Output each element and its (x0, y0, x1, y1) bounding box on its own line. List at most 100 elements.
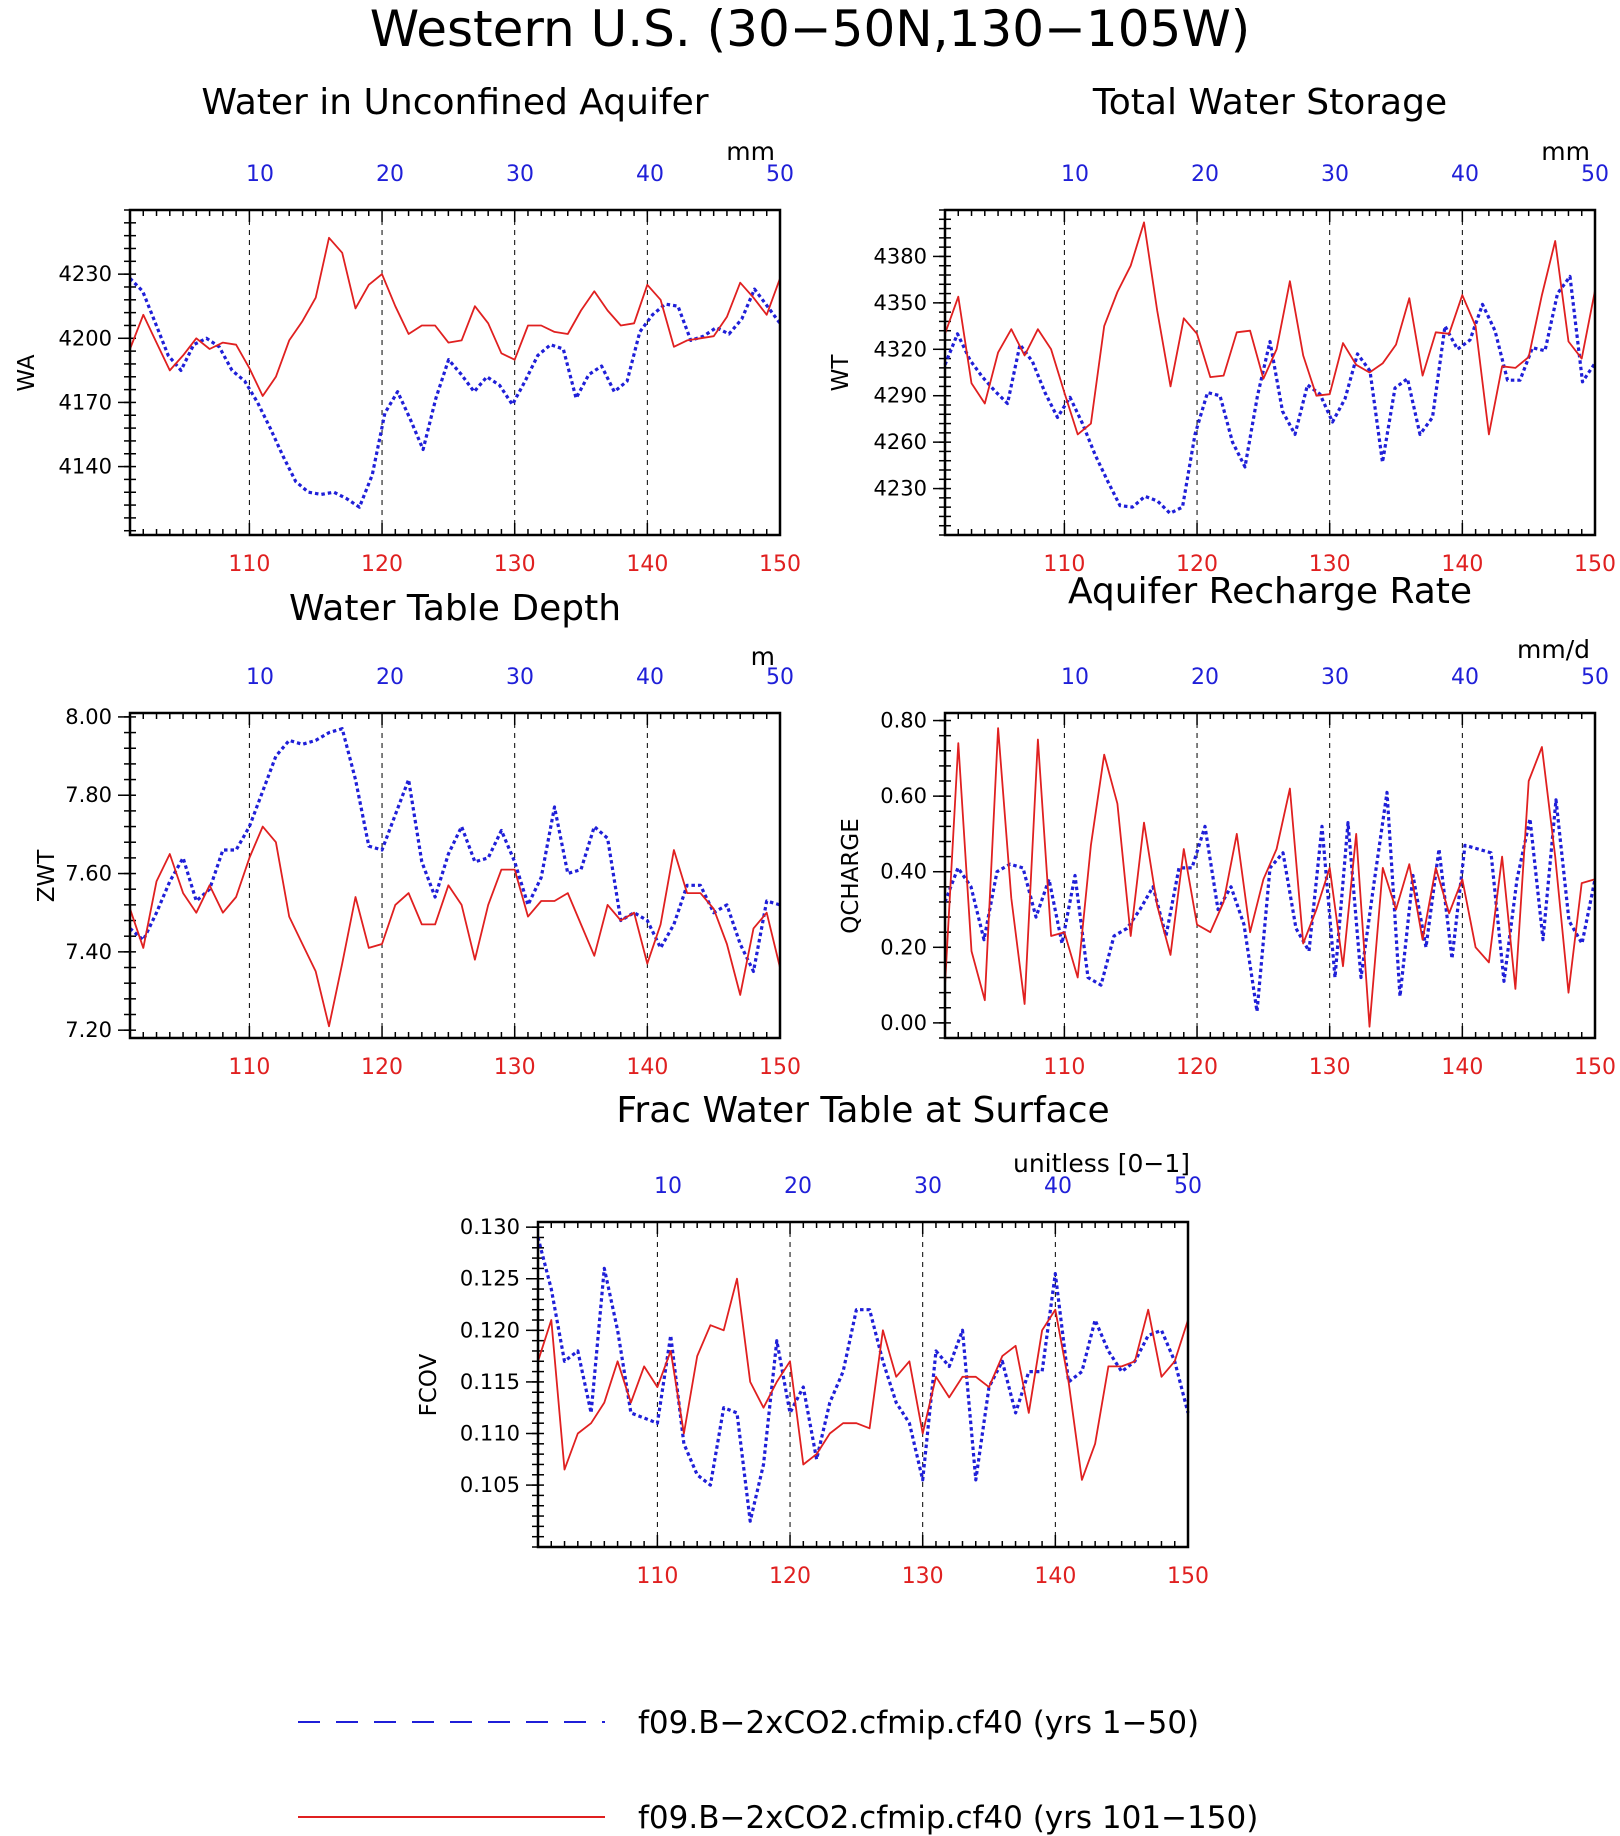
plot-frame (943, 711, 1597, 1040)
x-tick-label: 110 (1043, 552, 1085, 577)
x-tick-label: 110 (228, 552, 270, 577)
y-tick-label: 7.60 (65, 862, 112, 886)
x-tick-label: 110 (228, 1055, 270, 1080)
series-line-yrs-101-150 (944, 727, 1596, 1028)
y-tick-label: 0.80 (880, 709, 927, 733)
y-tick-label: 0.20 (880, 935, 927, 959)
y-tick-label: 7.20 (65, 1018, 112, 1042)
x-top-tick-label: 30 (914, 1174, 942, 1199)
x-tick-label: 130 (494, 1055, 536, 1080)
x-top-tick-label: 10 (654, 1174, 682, 1199)
x-tick-label: 120 (769, 1564, 811, 1589)
y-axis-label: WA (14, 354, 40, 391)
x-tick-label: 120 (361, 552, 403, 577)
plot-frame (128, 208, 782, 537)
x-top-tick-label: 50 (1581, 162, 1609, 187)
panel-title: Total Water Storage (1092, 82, 1447, 123)
x-top-tick-label: 50 (1174, 1174, 1202, 1199)
panel-title: Aquifer Recharge Rate (1068, 571, 1472, 612)
legend-label-yrs-1-50: f09.B−2xCO2.cfmip.cf40 (yrs 1−50) (638, 1705, 1199, 1741)
y-tick-label: 4140 (59, 455, 112, 479)
panel-title: Frac Water Table at Surface (616, 1090, 1109, 1131)
x-tick-label: 140 (626, 1055, 668, 1080)
y-tick-label: 7.40 (65, 940, 112, 964)
x-top-tick-label: 30 (1321, 162, 1349, 187)
x-top-tick-label: 20 (376, 162, 404, 187)
x-tick-label: 150 (759, 552, 801, 577)
y-tick-label: 4320 (874, 337, 927, 361)
unit-label: m (751, 642, 775, 671)
x-top-tick-label: 30 (1321, 665, 1349, 690)
x-tick-label: 140 (1441, 552, 1483, 577)
panel-title: Water Table Depth (289, 588, 621, 629)
x-top-tick-label: 50 (766, 162, 794, 187)
chart-panel-zwt: Water Table Depth m ZWT 110 120 130 140 150 10 20… (34, 588, 801, 1080)
y-axis-label: QCHARGE (838, 818, 864, 934)
legend: f09.B−2xCO2.cfmip.cf40 (yrs 1−50) f09.B−… (298, 1705, 1258, 1836)
x-top-tick-label: 20 (1191, 665, 1219, 690)
y-tick-label: 0.00 (880, 1011, 927, 1035)
y-tick-label: 4230 (874, 477, 927, 501)
chart-panel-wa: Water in Unconfined Aquifer mm WA 110 120 130… (14, 82, 801, 577)
series-line-yrs-1-50 (943, 790, 1597, 1014)
x-tick-label: 150 (1167, 1564, 1209, 1589)
x-top-tick-label: 40 (636, 162, 664, 187)
plot-frame (128, 711, 782, 1040)
x-top-tick-label: 40 (1044, 1174, 1072, 1199)
y-axis-label: ZWT (34, 849, 60, 902)
x-tick-label: 130 (902, 1564, 944, 1589)
y-tick-label: 0.110 (460, 1422, 520, 1446)
x-top-tick-label: 40 (1451, 162, 1479, 187)
y-tick-label: 4290 (874, 384, 927, 408)
series-line-yrs-1-50 (536, 1237, 1190, 1523)
x-top-tick-label: 40 (1451, 665, 1479, 690)
x-top-tick-label: 20 (784, 1174, 812, 1199)
y-tick-label: 4260 (874, 430, 927, 454)
panels: Water in Unconfined Aquifer mm WA 110 120 130… (14, 82, 1616, 1589)
x-top-tick-label: 40 (636, 665, 664, 690)
series-line-yrs-1-50 (128, 727, 781, 974)
unit-label: mm (726, 137, 775, 166)
x-tick-label: 110 (1043, 1055, 1085, 1080)
unit-label: mm/d (1517, 635, 1590, 664)
unit-label: mm (1541, 137, 1590, 166)
y-tick-label: 0.60 (880, 784, 927, 808)
x-tick-label: 140 (626, 552, 668, 577)
y-tick-label: 0.115 (460, 1370, 520, 1394)
x-top-tick-label: 10 (1061, 665, 1089, 690)
series-line-yrs-101-150 (129, 825, 781, 1028)
x-top-tick-label: 30 (506, 162, 534, 187)
chart-panel-wt: Total Water Storage mm WT 110 120 130 140 150 10… (828, 82, 1616, 577)
x-tick-label: 130 (1309, 1055, 1351, 1080)
x-tick-label: 140 (1034, 1564, 1076, 1589)
x-tick-label: 150 (1574, 552, 1616, 577)
y-tick-label: 4380 (874, 244, 927, 268)
y-tick-label: 4170 (59, 390, 112, 414)
x-tick-label: 130 (494, 552, 536, 577)
series-line-yrs-101-150 (944, 221, 1596, 436)
y-tick-label: 4230 (59, 262, 112, 286)
x-top-tick-label: 30 (506, 665, 534, 690)
series-line-yrs-1-50 (128, 277, 782, 509)
series-line-yrs-1-50 (943, 274, 1597, 515)
x-tick-label: 140 (1441, 1055, 1483, 1080)
x-tick-label: 110 (636, 1564, 678, 1589)
x-tick-label: 120 (361, 1055, 403, 1080)
x-top-tick-label: 10 (246, 162, 274, 187)
y-tick-label: 0.105 (460, 1473, 520, 1497)
y-tick-label: 0.125 (460, 1267, 520, 1291)
x-top-tick-label: 10 (1061, 162, 1089, 187)
legend-label-yrs-101-150: f09.B−2xCO2.cfmip.cf40 (yrs 101−150) (638, 1800, 1258, 1836)
x-top-tick-label: 50 (1581, 665, 1609, 690)
x-top-tick-label: 50 (766, 665, 794, 690)
y-tick-label: 8.00 (65, 705, 112, 729)
series-line-yrs-101-150 (129, 236, 781, 397)
chart-panel-fcov: Frac Water Table at Surface unitless [0−1… (416, 1090, 1209, 1589)
series-line-yrs-101-150 (537, 1277, 1189, 1481)
figure-title: Western U.S. (30−50N,130−105W) (370, 0, 1251, 58)
unit-label: unitless [0−1] (1013, 1149, 1190, 1178)
y-tick-label: 7.80 (65, 783, 112, 807)
y-tick-label: 0.40 (880, 860, 927, 884)
y-tick-label: 4350 (874, 291, 927, 315)
